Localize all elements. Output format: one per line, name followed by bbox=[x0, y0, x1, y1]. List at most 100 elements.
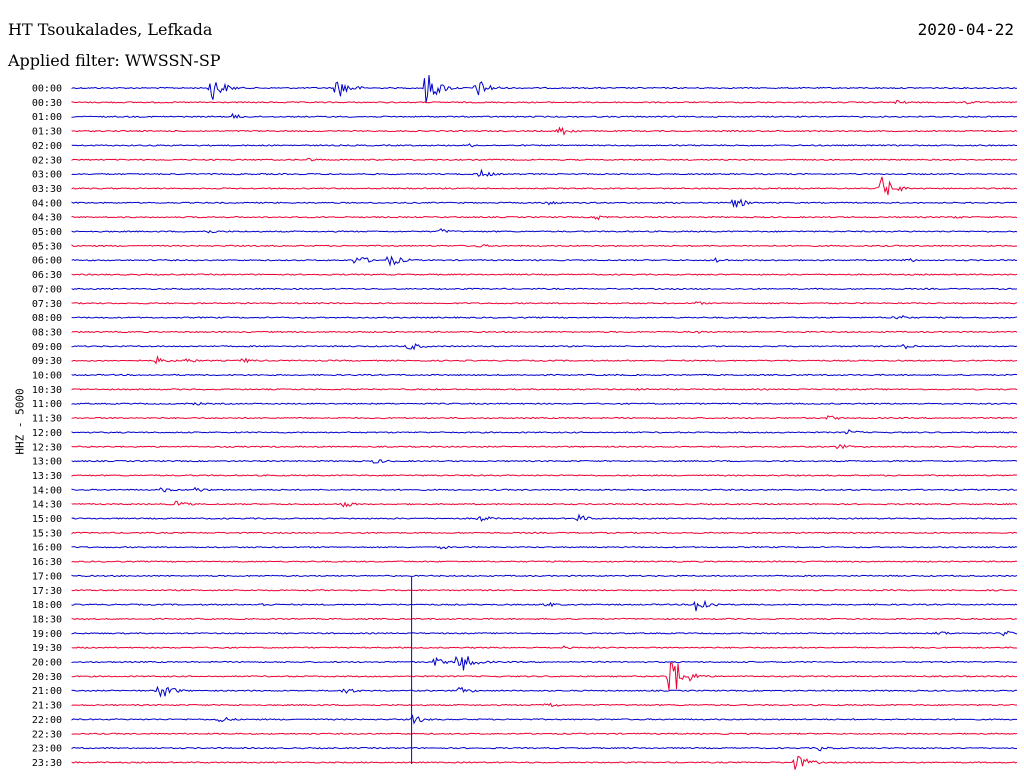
trace-line bbox=[71, 443, 1018, 450]
trace-time-label: 10:00 bbox=[32, 371, 62, 382]
trace-line bbox=[71, 732, 1018, 735]
trace-line bbox=[71, 574, 1018, 578]
trace-line bbox=[71, 645, 1018, 650]
trace-line bbox=[71, 99, 1018, 105]
trace-time-label: 11:00 bbox=[32, 399, 62, 410]
trace-time-label: 08:30 bbox=[32, 327, 62, 338]
trace-line bbox=[71, 500, 1018, 508]
trace-time-label: 23:30 bbox=[32, 758, 62, 769]
trace-line bbox=[71, 755, 1018, 770]
trace-time-label: 12:00 bbox=[32, 428, 62, 439]
trace-time-label: 11:30 bbox=[32, 414, 62, 425]
trace-time-label: 08:00 bbox=[32, 313, 62, 324]
trace-time-label: 05:00 bbox=[32, 227, 62, 238]
trace-time-label: 17:00 bbox=[32, 571, 62, 582]
trace-time-label: 16:00 bbox=[32, 543, 62, 554]
trace-line bbox=[71, 531, 1018, 535]
trace-line bbox=[71, 315, 1018, 320]
trace-time-label: 23:00 bbox=[32, 744, 62, 755]
trace-line bbox=[71, 244, 1018, 248]
trace-time-label: 00:00 bbox=[32, 84, 62, 95]
trace-line bbox=[71, 343, 1018, 351]
trace-line bbox=[71, 198, 1018, 209]
trace-line bbox=[71, 702, 1018, 708]
trace-time-label: 01:30 bbox=[32, 127, 62, 138]
trace-time-label: 15:00 bbox=[32, 514, 62, 525]
trace-line bbox=[71, 176, 1018, 196]
trace-line bbox=[71, 429, 1018, 435]
trace-line bbox=[71, 513, 1018, 523]
trace-line bbox=[71, 112, 1018, 120]
trace-line bbox=[71, 655, 1018, 671]
trace-line bbox=[71, 486, 1018, 493]
trace-line bbox=[71, 401, 1018, 406]
trace-line bbox=[71, 459, 1018, 464]
trace-line bbox=[71, 287, 1018, 291]
trace-time-label: 22:00 bbox=[32, 715, 62, 726]
trace-line bbox=[71, 143, 1018, 148]
trace-line bbox=[71, 330, 1018, 334]
trace-time-label: 09:30 bbox=[32, 356, 62, 367]
trace-time-label: 02:30 bbox=[32, 155, 62, 166]
trace-line bbox=[71, 75, 1018, 103]
trace-time-label: 06:00 bbox=[32, 256, 62, 267]
trace-time-label: 04:00 bbox=[32, 198, 62, 209]
trace-line bbox=[71, 126, 1018, 136]
trace-line bbox=[71, 255, 1018, 267]
trace-line bbox=[71, 662, 1018, 691]
trace-time-label: 03:30 bbox=[32, 184, 62, 195]
trace-line bbox=[71, 228, 1018, 234]
trace-time-label: 05:30 bbox=[32, 241, 62, 252]
trace-time-label: 19:00 bbox=[32, 629, 62, 640]
trace-time-label: 14:00 bbox=[32, 485, 62, 496]
trace-time-label: 22:30 bbox=[32, 729, 62, 740]
trace-time-label: 20:00 bbox=[32, 658, 62, 669]
trace-time-label: 19:30 bbox=[32, 643, 62, 654]
trace-line bbox=[71, 599, 1018, 612]
trace-time-label: 13:00 bbox=[32, 457, 62, 468]
trace-line bbox=[71, 157, 1018, 162]
trace-time-label: 06:30 bbox=[32, 270, 62, 281]
trace-line bbox=[71, 560, 1018, 563]
trace-line bbox=[71, 685, 1018, 698]
station-title: HT Tsoukalades, Lefkada bbox=[8, 20, 213, 39]
trace-time-label: 18:00 bbox=[32, 600, 62, 611]
trace-line bbox=[71, 630, 1018, 637]
trace-line bbox=[71, 545, 1018, 550]
trace-time-label: 02:00 bbox=[32, 141, 62, 152]
trace-line bbox=[71, 617, 1018, 621]
trace-time-label: 21:00 bbox=[32, 686, 62, 697]
trace-line bbox=[71, 354, 1018, 365]
trace-line bbox=[71, 415, 1018, 420]
trace-time-label: 04:30 bbox=[32, 213, 62, 224]
trace-time-label: 07:00 bbox=[32, 284, 62, 295]
trace-time-label: 07:30 bbox=[32, 299, 62, 310]
trace-time-label: 15:30 bbox=[32, 528, 62, 539]
trace-line bbox=[71, 273, 1018, 276]
trace-line bbox=[71, 373, 1018, 377]
filter-label: Applied filter: WWSSN-SP bbox=[8, 51, 221, 70]
trace-line bbox=[71, 746, 1018, 752]
trace-line bbox=[71, 215, 1018, 221]
trace-time-label: 18:30 bbox=[32, 614, 62, 625]
trace-time-label: 09:00 bbox=[32, 342, 62, 353]
trace-time-label: 01:00 bbox=[32, 112, 62, 123]
trace-time-label: 10:30 bbox=[32, 385, 62, 396]
trace-line bbox=[71, 474, 1018, 477]
trace-line bbox=[71, 168, 1018, 177]
trace-time-label: 12:30 bbox=[32, 442, 62, 453]
trace-time-label: 16:30 bbox=[32, 557, 62, 568]
trace-time-label: 13:30 bbox=[32, 471, 62, 482]
record-date: 2020-04-22 bbox=[917, 20, 1014, 39]
trace-time-label: 17:30 bbox=[32, 586, 62, 597]
trace-line bbox=[71, 589, 1018, 592]
trace-line bbox=[71, 387, 1018, 391]
trace-line bbox=[71, 714, 1018, 725]
trace-time-label: 21:30 bbox=[32, 701, 62, 712]
trace-time-label: 03:00 bbox=[32, 170, 62, 181]
trace-time-label: 00:30 bbox=[32, 98, 62, 109]
trace-line bbox=[71, 301, 1018, 306]
trace-time-label: 14:30 bbox=[32, 500, 62, 511]
trace-time-label: 20:30 bbox=[32, 672, 62, 683]
